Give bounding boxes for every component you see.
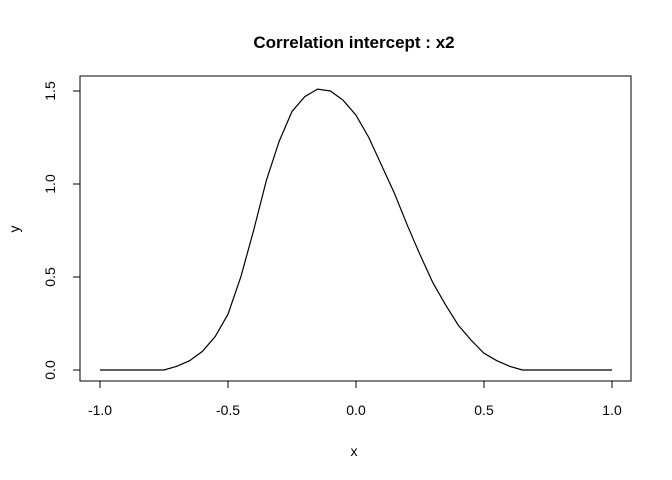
y-tick-label: 1.0: [42, 174, 58, 194]
x-tick-label: 0.0: [346, 402, 366, 418]
y-tick-label: 0.5: [42, 267, 58, 287]
x-tick-label: 0.5: [474, 402, 494, 418]
plot-frame: [79, 75, 632, 382]
series-line: [100, 88, 612, 371]
x-tick-label: -0.5: [216, 402, 240, 418]
chart-title: Correlation intercept : x2: [253, 33, 454, 52]
y-tick-label: 0.0: [42, 360, 58, 380]
x-tick-label: 1.0: [602, 402, 622, 418]
y-tick-label: 1.5: [42, 81, 58, 101]
y-axis: 0.0 0.5 1.0 1.5: [42, 81, 81, 380]
x-axis-label: x: [351, 443, 358, 459]
y-axis-label: y: [6, 226, 22, 233]
x-axis: -1.0 -0.5 0.0 0.5 1.0: [88, 380, 622, 418]
x-tick-label: -1.0: [88, 402, 112, 418]
